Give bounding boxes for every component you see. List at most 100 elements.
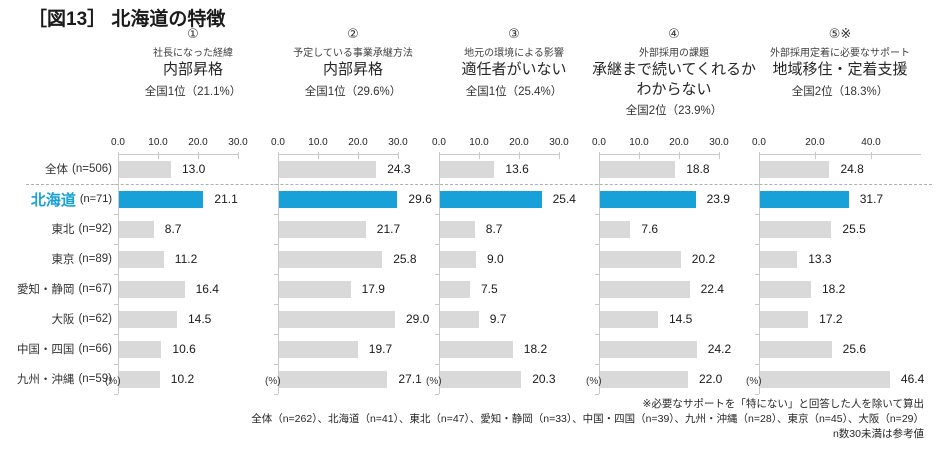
bar-value-label: 14.5 — [188, 312, 212, 326]
y-axis-row-tick — [595, 274, 599, 275]
row-label: 九州・沖縄 (n=59) — [0, 364, 112, 394]
chart-number: ④ — [668, 26, 680, 41]
chart-plot-4: 0.0 10.0 20.0 30.0 18.8 23.9 7.6 20.2 22.4 14.5 24… — [586, 137, 731, 395]
chart-subtitle: 地元の環境による影響 — [464, 48, 564, 59]
y-axis-row-tick — [595, 334, 599, 335]
chart-number: ② — [347, 26, 359, 41]
chart-rank: 全国2位（18.3%） — [791, 85, 889, 98]
percent-unit-label: (%) — [426, 376, 442, 387]
y-axis-row-tick — [435, 364, 439, 365]
chart-header-1: ① 社長になった経緯 内部昇格 全国1位（21.1%） — [105, 26, 281, 99]
bar-value-label: 20.3 — [532, 372, 556, 386]
y-axis-row-tick — [435, 334, 439, 335]
chart-subtitle: 外部採用定着に必要なサポート — [770, 48, 910, 59]
bar-value-label: 9.0 — [487, 252, 504, 266]
bar — [600, 281, 690, 298]
footnote-sample-sizes: 全体（n=262）、北海道（n=41）、東北（n=47）、愛知・静岡（n=33）… — [251, 413, 924, 426]
bar — [279, 311, 395, 328]
chart-heading: 内部昇格 — [265, 60, 441, 80]
bar-value-label: 18.8 — [686, 162, 710, 176]
x-axis-tick-label: 20.0 — [188, 137, 208, 148]
row-label-count: (n=59) — [78, 373, 112, 385]
row-label-count: (n=66) — [78, 343, 112, 355]
y-axis-row-tick — [435, 274, 439, 275]
chart-heading-line: わからない — [636, 80, 712, 98]
x-axis-tick — [198, 152, 199, 159]
x-axis-tick-label: 30.0 — [709, 137, 729, 148]
bar-value-label: 17.2 — [819, 312, 843, 326]
bar-value-label: 11.2 — [174, 252, 198, 266]
bar-value-label: 8.7 — [485, 222, 503, 236]
bar — [440, 311, 479, 328]
bar — [760, 371, 890, 388]
y-axis-row-tick — [114, 334, 118, 335]
bar-value-label: 24.3 — [387, 162, 411, 176]
row-label-name: 全体 — [45, 164, 69, 176]
page-title: ［図13］ 北海道の特徴 — [28, 9, 226, 30]
chart-heading: 地域移住・定着支援 — [752, 60, 928, 80]
x-axis-tick-label: 20.0 — [348, 137, 368, 148]
y-axis-row-tick — [114, 364, 118, 365]
chart-heading: 内部昇格 — [105, 60, 281, 80]
bar-value-label: 21.7 — [376, 222, 401, 236]
bar — [279, 251, 383, 268]
chart-header-3: ③ 地元の環境による影響 適任者がいない 全国1位（25.4%） — [426, 26, 602, 99]
bar — [440, 341, 513, 358]
bar — [600, 341, 697, 358]
row-label: 大阪 (n=62) — [0, 304, 112, 334]
x-axis-tick — [639, 152, 640, 159]
chart-heading: 適任者がいない — [426, 60, 602, 80]
x-axis-line — [759, 154, 921, 155]
x-axis-tick-label: 0.0 — [432, 137, 446, 148]
chart-header-4: ④ 外部採用の課題 承継まで続いてくれるか わからない 全国2位（23.9%） — [586, 26, 762, 118]
row-labels: 全体 (n=506) 北海道 (n=71) 東北 (n=92) 東京 (n=89) 愛知・静岡(… — [0, 154, 112, 394]
chart-header-5: ⑤※ 外部採用定着に必要なサポート 地域移住・定着支援 全国2位（18.3%） — [752, 26, 928, 99]
row-label-count: (n=62) — [78, 313, 112, 325]
row-label-name: 中国・四国 — [16, 344, 75, 356]
x-axis-tick-label: 20.0 — [805, 137, 825, 148]
x-axis-tick — [759, 152, 760, 159]
bar — [279, 161, 377, 178]
y-axis-row-tick — [114, 394, 118, 395]
row-label-count: (n=506) — [72, 163, 112, 175]
bar — [440, 281, 470, 298]
bar-value-label: 13.6 — [505, 162, 529, 176]
x-axis-line — [118, 154, 238, 155]
x-axis-tick-label: 40.0 — [861, 137, 881, 148]
bar-highlight — [760, 191, 849, 208]
chart-rank: 全国1位（25.4%） — [465, 85, 563, 98]
bar-value-label: 22.0 — [699, 372, 723, 386]
bar-value-label: 25.8 — [393, 252, 417, 266]
bar — [119, 161, 171, 178]
y-axis-row-tick — [274, 364, 278, 365]
bar — [440, 251, 476, 268]
row-label: 東北 (n=92) — [0, 214, 112, 244]
bar — [600, 221, 631, 238]
bar — [279, 371, 388, 388]
bar-value-label: 14.5 — [669, 312, 693, 326]
bar-value-label: 18.2 — [821, 282, 846, 296]
x-axis-tick-label: 10.0 — [469, 137, 489, 148]
x-axis-tick-label: 0.0 — [271, 137, 285, 148]
chart-header-2: ② 予定している事業承継方法 内部昇格 全国1位（29.6%） — [265, 26, 441, 99]
bar — [760, 251, 798, 268]
y-axis-row-tick — [114, 214, 118, 215]
y-axis-row-tick — [274, 214, 278, 215]
bar — [600, 251, 681, 268]
x-axis-tick — [439, 152, 440, 159]
y-axis-row-tick — [755, 304, 759, 305]
x-axis-tick-label: 0.0 — [111, 137, 125, 148]
y-axis-row-tick — [435, 304, 439, 305]
y-axis-row-tick — [755, 364, 759, 365]
footnotes: ※必要なサポートを「特にない」と回答した人を除いて算出 全体（n=262）、北海… — [251, 397, 924, 443]
bar-value-label: 18.2 — [523, 342, 548, 356]
y-axis-row-tick — [274, 274, 278, 275]
footnote-support-note: ※必要なサポートを「特にない」と回答した人を除いて算出 — [642, 398, 924, 410]
x-axis-tick-label: 0.0 — [592, 137, 606, 148]
bar-value-label: 31.7 — [859, 192, 884, 206]
y-axis-row-tick — [755, 274, 759, 275]
bar-value-label: 29.0 — [406, 312, 430, 326]
row-label-count: (n=71) — [79, 193, 112, 205]
y-axis-row-tick — [595, 364, 599, 365]
